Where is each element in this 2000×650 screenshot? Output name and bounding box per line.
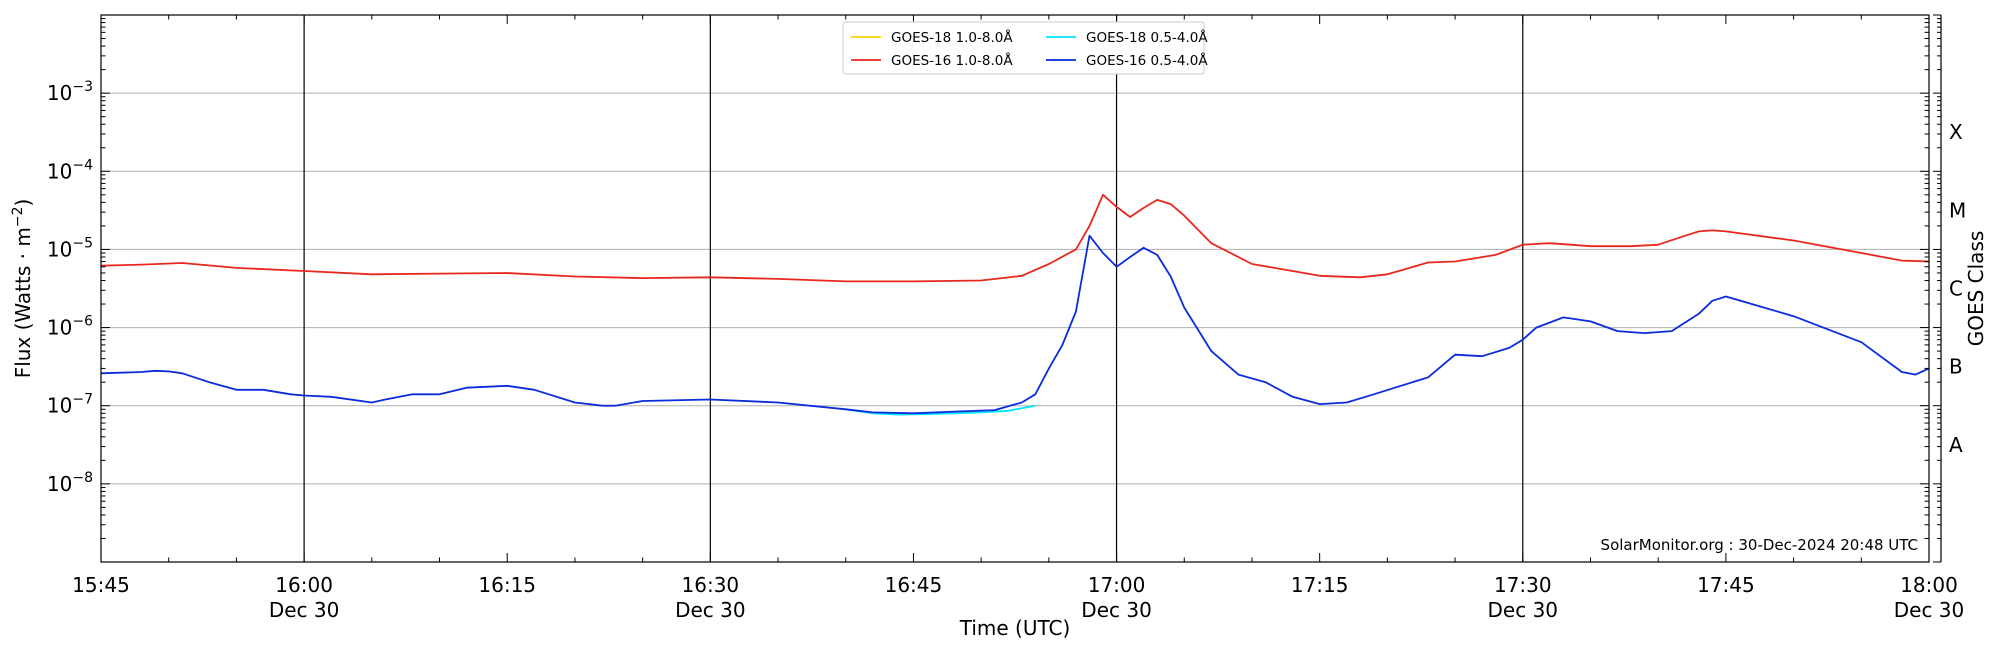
x-tick-date-label: Dec 30 [1488, 598, 1559, 622]
series-line-2 [100, 193, 1930, 283]
legend-label: GOES-18 1.0-8.0Å [891, 29, 1013, 46]
goes-class-label-A: A [1949, 433, 1963, 457]
y-tick-label: 10−7 [47, 392, 93, 418]
grid-lines [101, 92, 1929, 485]
goes-class-axis: A B C M X [1933, 14, 1966, 563]
plot-frame [100, 14, 1930, 563]
series-layer [100, 193, 1930, 416]
goes-class-label-B: B [1949, 355, 1963, 379]
x-tick-label: 17:00 [1088, 573, 1146, 597]
y-tick-label: 10−6 [47, 314, 93, 340]
x-tick-date-label: Dec 30 [1894, 598, 1965, 622]
x-tick-date-label: Dec 30 [675, 598, 746, 622]
legend: GOES-18 1.0-8.0Å GOES-16 1.0-8.0Å GOES-18 … [842, 21, 1208, 75]
y-axis-ticks: 10−8 10−7 10−6 10−5 10−4 10−3 [47, 18, 1929, 563]
x-axis-title: Time (UTC) [959, 616, 1071, 640]
y-tick-label: 10−3 [47, 79, 93, 105]
x-tick-label: 16:00 [275, 573, 333, 597]
legend-box [842, 21, 1205, 75]
x-tick-label: 17:30 [1494, 573, 1552, 597]
x-tick-date-label: Dec 30 [1081, 598, 1152, 622]
series-line-3 [100, 234, 1930, 415]
x-tick-label: 18:00 [1900, 573, 1958, 597]
credit-text: SolarMonitor.org : 30-Dec-2024 20:48 UTC [1601, 536, 1918, 554]
goes-class-axis-title: GOES Class [1964, 231, 1988, 347]
series-line-1 [845, 404, 1036, 416]
goes-class-label-M: M [1949, 198, 1966, 222]
x-tick-label: 15:45 [72, 573, 130, 597]
legend-label: GOES-16 0.5-4.0Å [1086, 52, 1208, 69]
legend-label: GOES-16 1.0-8.0Å [891, 52, 1013, 69]
x-tick-label: 16:30 [682, 573, 740, 597]
legend-label: GOES-18 0.5-4.0Å [1086, 29, 1208, 46]
x-tick-date-label: Dec 30 [269, 598, 340, 622]
y-axis-title: Flux (Watts · m−2) [10, 199, 35, 379]
goes-class-label-C: C [1949, 277, 1963, 301]
x-tick-label: 17:45 [1697, 573, 1755, 597]
y-tick-label: 10−5 [47, 235, 93, 261]
day-marker-lines [303, 15, 1524, 562]
x-tick-label: 16:45 [885, 573, 943, 597]
x-tick-label: 17:15 [1291, 573, 1349, 597]
goes-class-label-X: X [1949, 120, 1963, 144]
y-tick-label: 10−4 [47, 157, 93, 183]
x-tick-label: 16:15 [478, 573, 536, 597]
y-tick-label: 10−8 [47, 470, 93, 496]
